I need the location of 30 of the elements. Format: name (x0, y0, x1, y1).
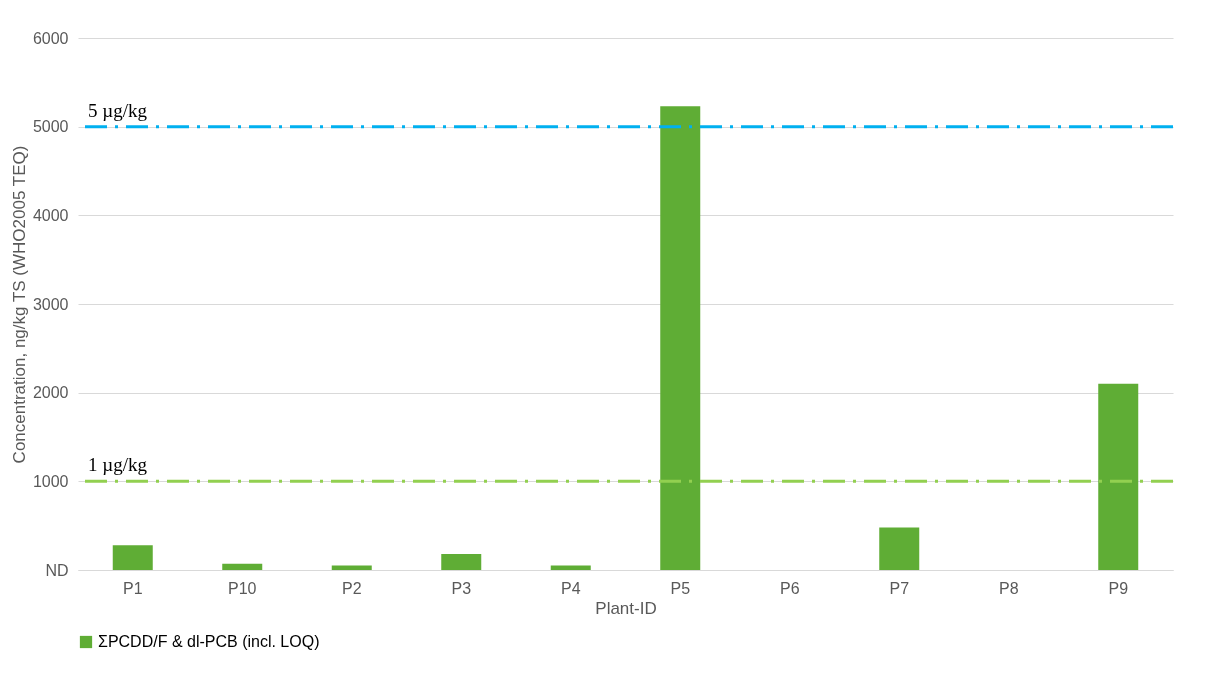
x-axis-title: Plant-ID (595, 598, 657, 618)
bar (1098, 383, 1139, 570)
x-tick-label: P8 (998, 579, 1019, 597)
bar (879, 527, 920, 570)
y-tick-label: 5000 (32, 118, 69, 136)
y-axis-title: Concentration, ng/kg TS (WHO2005 TEQ) (9, 145, 29, 464)
y-tick-label: 2000 (32, 384, 69, 402)
bar (331, 565, 372, 570)
bar (112, 545, 153, 570)
ref-line-label: 5 µg/kg (88, 99, 148, 121)
y-tick-label: ND (45, 561, 69, 579)
x-tick-label: P4 (560, 579, 581, 597)
bar (660, 106, 701, 570)
x-tick-label: P5 (670, 579, 691, 597)
x-tick-label: P9 (1108, 579, 1129, 597)
bar (441, 554, 482, 570)
legend-label: ΣPCDD/F & dl-PCB (incl. LOQ) (98, 633, 320, 650)
y-tick-label: 4000 (32, 206, 69, 224)
x-tick-label: P7 (889, 579, 910, 597)
x-tick-label: P10 (228, 579, 257, 597)
y-tick-label: 3000 (32, 295, 69, 313)
ref-line-label: 1 µg/kg (88, 454, 148, 476)
y-tick-label: 1000 (32, 472, 69, 490)
bar (550, 565, 591, 570)
x-tick-label: P1 (122, 579, 143, 597)
x-tick-label: P3 (451, 579, 472, 597)
y-tick-label: 6000 (32, 29, 69, 47)
bar (222, 563, 263, 570)
x-tick-label: P6 (779, 579, 800, 597)
x-tick-label: P2 (341, 579, 362, 597)
